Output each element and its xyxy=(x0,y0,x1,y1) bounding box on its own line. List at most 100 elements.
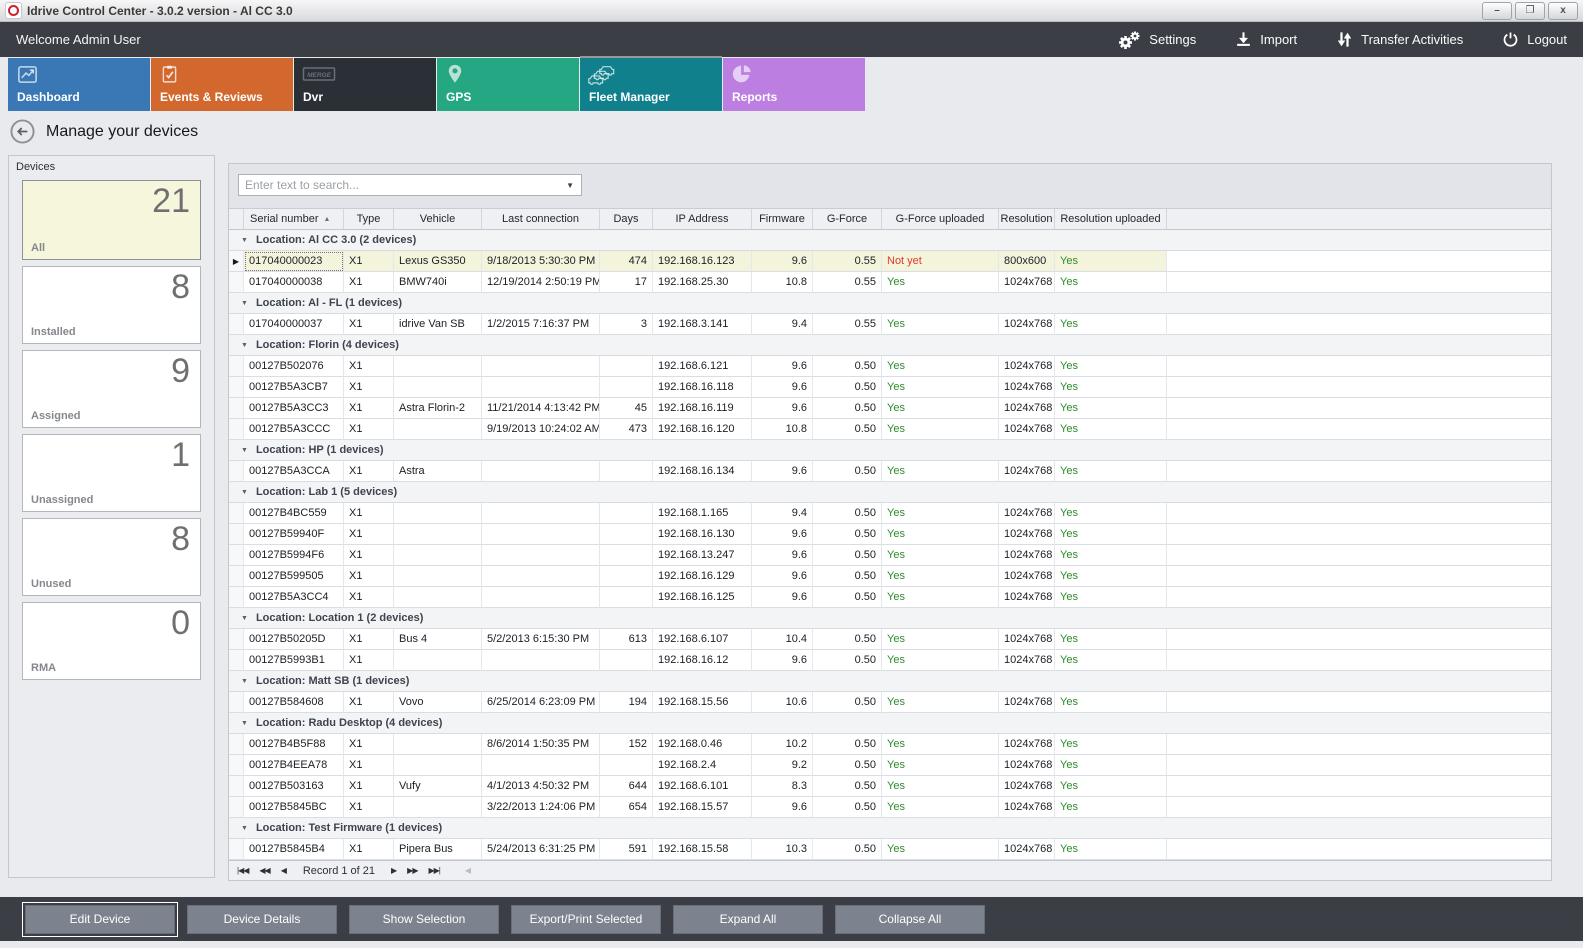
transfer-activities-button[interactable]: Transfer Activities xyxy=(1335,30,1463,49)
tab-events-reviews[interactable]: Events & Reviews xyxy=(151,58,293,111)
prev-page-button[interactable]: ◀◀ xyxy=(259,866,270,875)
scrollbar-left-arrow-icon[interactable]: ◀ xyxy=(464,866,472,875)
cell-vehicle xyxy=(394,524,482,545)
import-button[interactable]: Import xyxy=(1234,30,1297,49)
prev-record-button[interactable]: ◀ xyxy=(280,866,287,875)
table-row[interactable]: 00127B5A3CB7 X1 192.168.16.118 9.6 0.50 Yes 10… xyxy=(229,377,1551,398)
column-header-ip-address[interactable]: IP Address xyxy=(653,209,752,229)
cell-gforce_uploaded: Yes xyxy=(882,629,999,650)
group-label: Location: Test Firmware (1 devices) xyxy=(255,822,443,834)
cell-resolution: 1024x768 xyxy=(999,692,1055,713)
search-input[interactable] xyxy=(239,178,560,192)
next-record-button[interactable]: ▶ xyxy=(391,866,397,875)
column-header-last-connection[interactable]: Last connection xyxy=(482,209,600,229)
cell-last_connection: 9/18/2013 5:30:30 PM xyxy=(482,251,600,272)
window-title: Idrive Control Center - 3.0.2 version - … xyxy=(27,3,293,18)
table-row[interactable]: 00127B50205D X1 Bus 4 5/2/2013 6:15:30 PM 61… xyxy=(229,629,1551,650)
cell-resolution_uploaded: Yes xyxy=(1055,797,1167,818)
row-indicator-cell xyxy=(229,776,244,797)
cell-firmware: 9.6 xyxy=(752,398,813,419)
table-row[interactable]: 00127B5993B1 X1 192.168.16.12 9.6 0.50 Yes 102… xyxy=(229,650,1551,671)
table-row[interactable]: 00127B5845BC X1 3/22/2013 1:24:06 PM 654 192… xyxy=(229,797,1551,818)
group-row-location-radu-desktop-4-devices[interactable]: ▼ Location: Radu Desktop (4 devices) xyxy=(229,713,1551,734)
tab-gps[interactable]: GPS xyxy=(437,58,579,111)
tab-fleet-manager[interactable]: Fleet Manager xyxy=(580,56,722,111)
edit-device-button[interactable]: Edit Device xyxy=(22,901,178,937)
column-header-g-force[interactable]: G-Force xyxy=(813,209,882,229)
tab-dvr[interactable]: MERGE Dvr xyxy=(294,58,436,111)
minimize-button[interactable]: – xyxy=(1482,1,1512,20)
table-row[interactable]: 00127B5994F6 X1 192.168.13.247 9.6 0.50 Yes 10… xyxy=(229,545,1551,566)
first-record-button[interactable]: |◀◀ xyxy=(237,866,249,875)
device-filter-card-installed[interactable]: 8 Installed xyxy=(22,266,201,344)
cell-gforce_uploaded: Yes xyxy=(882,839,999,860)
close-button[interactable]: x xyxy=(1548,1,1578,20)
group-row-location-lab-1-5-devices[interactable]: ▼ Location: Lab 1 (5 devices) xyxy=(229,482,1551,503)
table-row[interactable]: 00127B5A3CC4 X1 192.168.16.125 9.6 0.50 Yes 10… xyxy=(229,587,1551,608)
column-header-resolution[interactable]: Resolution xyxy=(999,209,1055,229)
column-header-firmware[interactable]: Firmware xyxy=(752,209,813,229)
row-filler-cell xyxy=(1167,755,1551,776)
device-details-button[interactable]: Device Details xyxy=(187,904,337,934)
column-header-type[interactable]: Type xyxy=(344,209,394,229)
table-row[interactable]: 00127B59940F X1 192.168.16.130 9.6 0.50 Yes 10… xyxy=(229,524,1551,545)
table-row[interactable]: 00127B584608 X1 Vovo 6/25/2014 6:23:09 PM 19… xyxy=(229,692,1551,713)
settings-button[interactable]: Settings xyxy=(1116,28,1196,52)
collapse-all-button[interactable]: Collapse All xyxy=(835,904,985,934)
table-row[interactable]: 00127B5845B4 X1 Pipera Bus 5/24/2013 6:31:2… xyxy=(229,839,1551,860)
table-row[interactable]: 017040000037 X1 idrive Van SB 1/2/2015 7:16… xyxy=(229,314,1551,335)
table-row[interactable]: 00127B599505 X1 192.168.16.129 9.6 0.50 Yes 10… xyxy=(229,566,1551,587)
table-row[interactable]: 017040000038 X1 BMW740i 12/19/2014 2:50:19 … xyxy=(229,272,1551,293)
column-header-serial-number[interactable]: Serial number ▲ xyxy=(244,209,344,229)
table-row[interactable]: 00127B5A3CCC X1 9/19/2013 10:24:02 AM 473 19… xyxy=(229,419,1551,440)
last-record-button[interactable]: ▶▶| xyxy=(428,866,440,875)
chevron-down-icon[interactable]: ▼ xyxy=(566,180,574,190)
table-row[interactable]: 00127B502076 X1 192.168.6.121 9.6 0.50 Yes 102… xyxy=(229,356,1551,377)
group-row-location-location-1-2-devices[interactable]: ▼ Location: Location 1 (2 devices) xyxy=(229,608,1551,629)
group-row-location-al-cc-3-0-2-devices[interactable]: ▼ Location: Al CC 3.0 (2 devices) xyxy=(229,230,1551,251)
cell-resolution_uploaded: Yes xyxy=(1055,314,1167,335)
group-row-location-hp-1-devices[interactable]: ▼ Location: HP (1 devices) xyxy=(229,440,1551,461)
table-row[interactable]: 00127B4EEA78 X1 192.168.2.4 9.2 0.50 Yes 1024x… xyxy=(229,755,1551,776)
column-header-vehicle[interactable]: Vehicle xyxy=(394,209,482,229)
device-filter-card-rma[interactable]: 0 RMA xyxy=(22,602,201,680)
back-button[interactable] xyxy=(9,118,36,145)
column-header-days[interactable]: Days xyxy=(600,209,653,229)
column-header-resolution-uploaded[interactable]: Resolution uploaded xyxy=(1055,209,1167,229)
group-row-location-matt-sb-1-devices[interactable]: ▼ Location: Matt SB (1 devices) xyxy=(229,671,1551,692)
table-row[interactable]: 00127B4BC559 X1 192.168.1.165 9.4 0.50 Yes 102… xyxy=(229,503,1551,524)
expand-all-button[interactable]: Expand All xyxy=(673,904,823,934)
row-filler-cell xyxy=(1167,419,1551,440)
table-row[interactable]: 00127B5A3CC3 X1 Astra Florin-2 11/21/2014 4… xyxy=(229,398,1551,419)
tab-bar: Dashboard Events & Reviews MERGE Dvr GPS Flee… xyxy=(8,56,865,111)
group-row-location-al-fl-1-devices[interactable]: ▼ Location: Al - FL (1 devices) xyxy=(229,293,1551,314)
group-row-location-test-firmware-1-devices[interactable]: ▼ Location: Test Firmware (1 devices) xyxy=(229,818,1551,839)
cell-vehicle xyxy=(394,419,482,440)
cell-ip: 192.168.6.101 xyxy=(653,776,752,797)
table-row[interactable]: 00127B503163 X1 Vufy 4/1/2013 4:50:32 PM 644… xyxy=(229,776,1551,797)
table-row[interactable]: ▶ 017040000023 X1 Lexus GS350 9/18/2013 5:30… xyxy=(229,251,1551,272)
dvr-plate-icon: MERGE xyxy=(302,63,338,90)
export-print-selected-button[interactable]: Export/Print Selected xyxy=(511,904,661,934)
logout-button[interactable]: Logout xyxy=(1501,30,1567,49)
collapse-arrow-icon: ▼ xyxy=(241,824,248,832)
cell-resolution_uploaded: Yes xyxy=(1055,839,1167,860)
table-row[interactable]: 00127B5A3CCA X1 Astra 192.168.16.134 9.6 0.50… xyxy=(229,461,1551,482)
cell-ip: 192.168.6.121 xyxy=(653,356,752,377)
group-row-location-florin-4-devices[interactable]: ▼ Location: Florin (4 devices) xyxy=(229,335,1551,356)
device-filter-card-all[interactable]: 21 All xyxy=(22,180,201,260)
next-page-button[interactable]: ▶▶ xyxy=(407,866,418,875)
tab-reports[interactable]: Reports xyxy=(723,58,865,111)
cell-resolution_uploaded: Yes xyxy=(1055,524,1167,545)
maximize-button[interactable]: ❐ xyxy=(1515,1,1545,20)
cell-vehicle: Pipera Bus xyxy=(394,839,482,860)
table-row[interactable]: 00127B4B5F88 X1 8/6/2014 1:50:35 PM 152 192.… xyxy=(229,734,1551,755)
cell-vehicle: Lexus GS350 xyxy=(394,251,482,272)
device-filter-card-unassigned[interactable]: 1 Unassigned xyxy=(22,434,201,512)
tab-dashboard[interactable]: Dashboard xyxy=(8,58,150,111)
column-header-g-force-uploaded[interactable]: G-Force uploaded xyxy=(882,209,999,229)
device-filter-card-unused[interactable]: 8 Unused xyxy=(22,518,201,596)
power-icon xyxy=(1501,30,1520,49)
device-filter-card-assigned[interactable]: 9 Assigned xyxy=(22,350,201,428)
show-selection-button[interactable]: Show Selection xyxy=(349,904,499,934)
